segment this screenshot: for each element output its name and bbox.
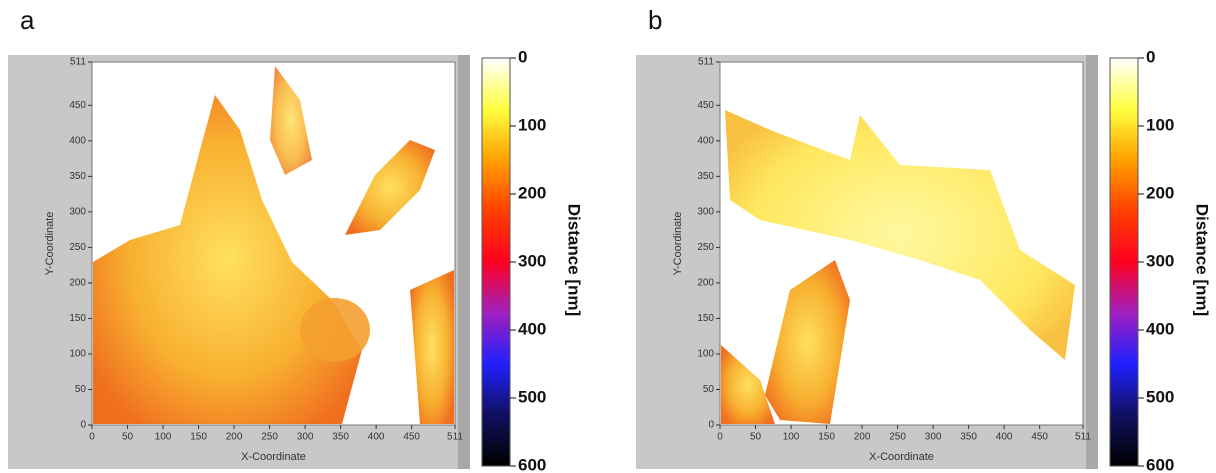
x-tick-label: 350 — [332, 432, 349, 443]
y-tick-label: 0 — [80, 420, 86, 431]
y-tick-label: 200 — [69, 278, 86, 289]
x-tick-label: 250 — [261, 432, 278, 443]
x-tick-label: 400 — [996, 432, 1013, 443]
y-tick-label: 0 — [708, 420, 714, 431]
y-tick-label: 450 — [69, 100, 86, 111]
y-tick-label: 400 — [69, 135, 86, 146]
y-tick-label: 300 — [69, 207, 86, 218]
x-tick-label: 50 — [750, 432, 762, 443]
x-tick-label: 300 — [925, 432, 942, 443]
colorbar-tick-label: 400 — [1146, 319, 1174, 338]
colorbar-tick-label: 600 — [1146, 455, 1174, 473]
cell — [270, 66, 312, 175]
panel-label: b — [648, 5, 662, 35]
colorbar — [481, 57, 511, 467]
y-tick-label: 200 — [697, 278, 714, 289]
x-tick-label: 200 — [226, 432, 243, 443]
y-tick-label: 350 — [69, 171, 86, 182]
y-axis-label: Y-Coordinate — [672, 212, 684, 276]
y-tick-label: 150 — [69, 313, 86, 324]
cell-image-a — [93, 66, 454, 424]
colorbar-tick-label: 300 — [518, 251, 546, 270]
colorbar-tick-label: 300 — [1146, 251, 1174, 270]
y-tick-label: 450 — [697, 100, 714, 111]
panel-edge — [1086, 55, 1098, 469]
colorbar-tick-label: 200 — [1146, 183, 1174, 202]
colorbar-tick-label: 100 — [1146, 115, 1174, 134]
cell-image-b — [721, 110, 1075, 424]
x-tick-label: 100 — [783, 432, 800, 443]
cell — [725, 110, 1075, 360]
x-tick-label: 300 — [297, 432, 314, 443]
colorbar-tick-label: 500 — [518, 387, 546, 406]
x-tick-label: 511 — [447, 432, 463, 443]
x-tick-label: 450 — [403, 432, 420, 443]
colorbar-label: Distance [nm] — [1193, 204, 1212, 316]
cell — [721, 345, 775, 424]
y-tick-label: 50 — [703, 384, 715, 395]
colorbar-tick-label: 600 — [518, 455, 546, 473]
cell — [93, 95, 362, 424]
y-tick-label: 100 — [697, 349, 714, 360]
cell — [410, 270, 454, 424]
y-tick-label: 50 — [75, 384, 87, 395]
x-tick-label: 150 — [190, 432, 207, 443]
x-axis-label: X-Coordinate — [869, 451, 934, 463]
colorbar-tick-label: 500 — [1146, 387, 1174, 406]
cell — [300, 298, 370, 362]
colorbar-tick-label: 0 — [518, 47, 527, 66]
y-tick-label: 511 — [698, 57, 714, 68]
y-tick-label: 250 — [69, 242, 86, 253]
x-tick-label: 100 — [155, 432, 172, 443]
x-tick-label: 350 — [960, 432, 977, 443]
colorbar-label: Distance [nm] — [565, 204, 584, 316]
colorbar — [1109, 57, 1139, 467]
cell — [345, 140, 435, 235]
x-tick-label: 450 — [1031, 432, 1048, 443]
y-tick-label: 100 — [69, 349, 86, 360]
y-tick-label: 150 — [697, 313, 714, 324]
y-tick-label: 300 — [697, 207, 714, 218]
y-tick-label: 350 — [697, 171, 714, 182]
x-tick-label: 250 — [889, 432, 906, 443]
x-tick-label: 400 — [368, 432, 385, 443]
y-axis-label: Y-Coordinate — [44, 212, 56, 276]
colorbar-tick-label: 0 — [1146, 47, 1155, 66]
x-tick-label: 511 — [1075, 432, 1091, 443]
cell — [765, 260, 850, 424]
x-tick-label: 150 — [818, 432, 835, 443]
x-axis-label: X-Coordinate — [241, 451, 306, 463]
x-tick-label: 200 — [854, 432, 871, 443]
y-tick-label: 400 — [697, 135, 714, 146]
panel-edge — [458, 55, 470, 469]
colorbar-tick-label: 200 — [518, 183, 546, 202]
y-tick-label: 250 — [697, 242, 714, 253]
x-tick-label: 50 — [122, 432, 134, 443]
colorbar-tick-label: 400 — [518, 319, 546, 338]
panel-label: a — [20, 5, 35, 35]
y-tick-label: 511 — [70, 57, 86, 68]
x-tick-label: 0 — [717, 432, 723, 443]
colorbar-tick-label: 100 — [518, 115, 546, 134]
x-tick-label: 0 — [89, 432, 95, 443]
